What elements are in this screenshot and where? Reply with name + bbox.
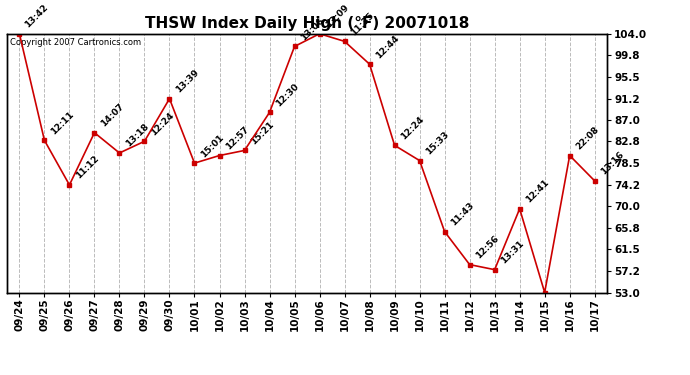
Text: 11:43: 11:43 [448, 201, 475, 228]
Text: 11:35: 11:35 [348, 10, 375, 37]
Text: 14:07: 14:07 [99, 102, 126, 129]
Text: 22:08: 22:08 [574, 125, 600, 152]
Text: 11:12: 11:12 [74, 154, 100, 181]
Text: 12:44: 12:44 [374, 33, 400, 60]
Text: 12:24: 12:24 [399, 114, 426, 141]
Text: 13:09: 13:09 [324, 3, 351, 30]
Text: 15:21: 15:21 [248, 120, 275, 146]
Text: 12:56: 12:56 [474, 234, 500, 260]
Text: 12:41: 12:41 [524, 178, 551, 205]
Text: 15:01: 15:01 [199, 132, 225, 159]
Text: 13:16: 13:16 [599, 150, 625, 177]
Text: 13:31: 13:31 [499, 239, 525, 266]
Text: 12:30: 12:30 [274, 82, 300, 108]
Text: 12:57: 12:57 [224, 124, 250, 152]
Text: 13:42: 13:42 [23, 3, 50, 30]
Text: 13:39: 13:39 [174, 68, 200, 94]
Text: 13:06: 13:06 [299, 16, 325, 42]
Text: Copyright 2007 Cartronics.com: Copyright 2007 Cartronics.com [10, 38, 141, 46]
Text: 15:33: 15:33 [424, 130, 451, 156]
Text: 13:18: 13:18 [124, 122, 150, 149]
Text: 12:11: 12:11 [48, 110, 75, 136]
Text: 12:24: 12:24 [148, 111, 175, 137]
Title: THSW Index Daily High (°F) 20071018: THSW Index Daily High (°F) 20071018 [145, 16, 469, 31]
